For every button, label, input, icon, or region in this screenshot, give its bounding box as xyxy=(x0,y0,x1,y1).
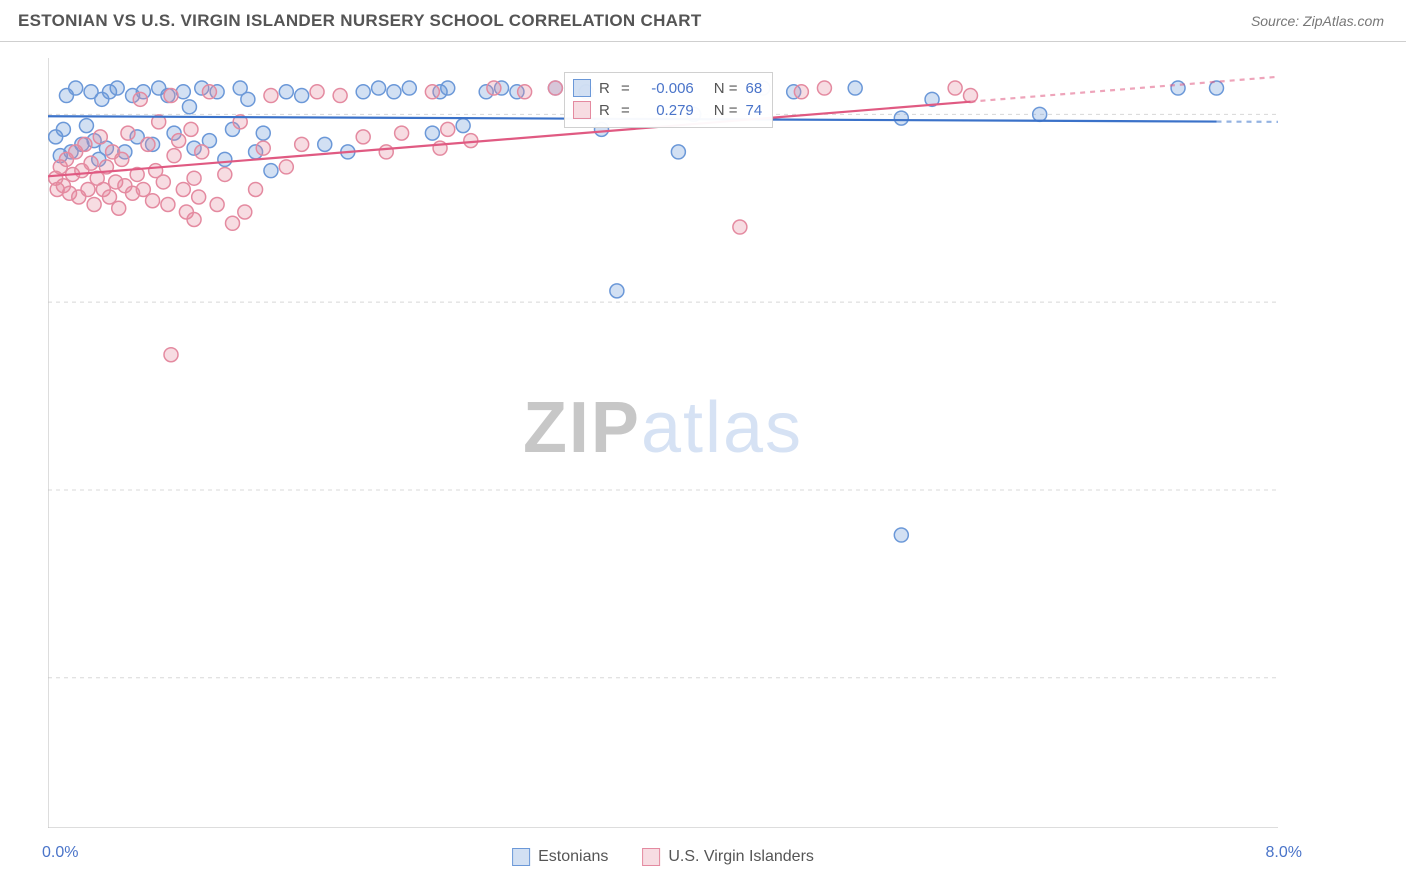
stat-r-value: -0.006 xyxy=(638,80,694,97)
legend-item-usvi: U.S. Virgin Islanders xyxy=(642,848,814,866)
stat-n-value: 68 xyxy=(746,80,763,97)
x-min-label: 0.0% xyxy=(42,844,78,862)
stat-row-usvi: R = 0.279 N = 74 xyxy=(573,99,762,121)
chart-source: Source: ZipAtlas.com xyxy=(1251,13,1384,29)
stat-r-value: 0.279 xyxy=(638,102,694,119)
stat-n-label: N = xyxy=(714,102,738,119)
legend-swatch-icon xyxy=(642,848,660,866)
chart-title: ESTONIAN VS U.S. VIRGIN ISLANDER NURSERY… xyxy=(18,11,702,31)
legend-label: Estonians xyxy=(538,848,608,866)
stat-r-label: R xyxy=(599,80,613,97)
correlation-stat-box: R = -0.006 N = 68 R = 0.279 N = 74 xyxy=(564,72,773,128)
stat-n-value: 74 xyxy=(746,102,763,119)
legend-label: U.S. Virgin Islanders xyxy=(668,848,814,866)
stat-eq: = xyxy=(621,102,630,119)
stat-row-estonians: R = -0.006 N = 68 xyxy=(573,77,762,99)
scatter-chart: 85.0%90.0%95.0%100.0% xyxy=(48,58,1278,828)
stat-n-label: N = xyxy=(714,80,738,97)
legend-item-estonians: Estonians xyxy=(512,848,608,866)
legend-swatch-icon xyxy=(512,848,530,866)
stat-r-label: R xyxy=(599,102,613,119)
stat-eq: = xyxy=(621,80,630,97)
stat-swatch-icon xyxy=(573,79,591,97)
stat-swatch-icon xyxy=(573,101,591,119)
x-max-label: 8.0% xyxy=(1266,844,1302,862)
series-legend: Estonians U.S. Virgin Islanders xyxy=(512,848,814,866)
chart-title-bar: ESTONIAN VS U.S. VIRGIN ISLANDER NURSERY… xyxy=(0,0,1406,42)
plot-area: 85.0%90.0%95.0%100.0% ZIPatlas R=-0.006N… xyxy=(48,58,1278,828)
